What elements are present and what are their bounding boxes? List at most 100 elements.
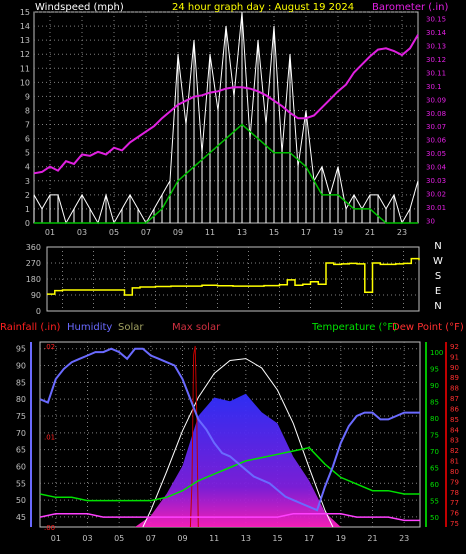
humidity-tick-label: 55 [16,479,26,488]
max-solar-line [142,358,334,528]
wind-tick-label: 11 [20,64,30,73]
compass-label: S [435,271,441,282]
wind-tick-label: 7 [25,121,30,130]
barometer-tick-label: 30.09 [426,96,446,104]
x-tick-label: 21 [365,228,375,237]
dewpoint-legend: Dew Point (°F) [392,322,464,333]
dewpoint-tick-label: 75 [450,520,459,528]
x-tick-label: 17 [301,228,311,237]
climate-marks [39,345,420,528]
humidity-ticks: 45 50 55 60 65 70 75 80 85 90 95 [16,345,26,522]
temperature-ticks: 50 55 60 65 70 75 80 85 90 95 100 [430,349,443,522]
compass-label: E [435,286,441,297]
temperature-tick-label: 85 [430,398,439,406]
temperature-tick-label: 80 [430,415,439,423]
x-tick-label: 15 [269,228,279,237]
barometer-tick-label: 30.14 [426,29,447,37]
x-tick-label: 09 [177,534,187,543]
rainfall-legend: Rainfall (.in) [0,322,61,333]
wind-tick-label: 4 [25,163,30,172]
x-tick-label: 23 [399,534,409,543]
humidity-tick-label: 50 [16,496,26,505]
barometer-tick-label: 30.1 [426,83,442,91]
x-tick-label: 03 [82,534,92,543]
x-tick-label: 13 [237,228,247,237]
x-tick-label: 23 [397,228,407,237]
direction-plot-frame [46,246,420,312]
wind-tick-label: 8 [25,106,30,115]
x-tick-label: 01 [51,534,61,543]
humidity-tick-label: 90 [16,362,26,371]
x-tick-label: 03 [77,228,87,237]
temperature-tick-label: 65 [430,465,439,473]
rain-tick-label: .00 [44,524,55,532]
temperature-tick-label: 60 [430,481,439,489]
dewpoint-tick-label: 91 [450,353,459,361]
dewpoint-tick-label: 85 [450,416,459,424]
climate-panel: Rainfall (.in) Humidity Solar Max solar … [0,322,464,543]
temperature-tick-label: 100 [430,349,443,357]
barometer-tick-label: 30.07 [426,123,446,131]
barometer-tick-label: 30.02 [426,190,446,198]
dewpoint-tick-label: 87 [450,395,459,403]
dewpoint-tick-label: 92 [450,343,459,351]
dewpoint-tick-label: 76 [450,510,459,518]
direction-tick-label: 90 [31,291,41,300]
wind-tick-label: 14 [20,22,30,31]
x-tick-label: 13 [241,534,251,543]
temperature-tick-label: 55 [430,498,439,506]
dewpoint-tick-label: 88 [450,385,459,393]
barometer-tick-label: 30.08 [426,110,446,118]
barometer-tick-label: 30.12 [426,56,446,64]
rain-tick-label: .01 [44,434,55,442]
wind-barometer-panel: Windspeed (mph) 24 hour graph day : Augu… [20,2,449,237]
direction-grid [47,247,419,311]
temperature-tick-label: 50 [430,514,439,522]
compass-label: N [434,301,441,312]
temperature-tick-label: 95 [430,365,439,373]
dewpoint-tick-label: 89 [450,374,459,382]
barometer-tick-label: 30.13 [426,43,446,51]
temperature-tick-label: 75 [430,432,439,440]
wind-marks [33,11,419,225]
dewpoint-tick-label: 82 [450,447,459,455]
wind-tick-label: 3 [25,177,30,186]
humidity-tick-label: 45 [16,513,26,522]
max-solar-legend: Max solar [172,322,221,333]
compass-label: N [434,241,441,252]
humidity-tick-label: 95 [16,345,26,354]
dewpoint-tick-label: 80 [450,468,459,476]
humidity-legend: Humidity [67,322,112,333]
wind-tick-label: 10 [20,78,30,87]
solar-area [135,393,341,527]
barometer-right-ticks: 30 30.01 30.02 30.03 30.04 30.05 30.06 30.07 30.… [426,16,447,226]
humidity-tick-label: 60 [16,462,26,471]
temperature-tick-label: 70 [430,448,439,456]
humidity-tick-label: 70 [16,429,26,438]
wind-tick-label: 6 [25,135,30,144]
dewpoint-ticks: 75 76 77 78 79 80 81 82 83 84 85 86 87 88 89 90 91 92 [450,343,459,528]
humidity-tick-label: 80 [16,395,26,404]
climate-x-ticks: 01 03 05 07 09 11 13 15 17 19 21 23 [51,534,410,543]
x-tick-label: 21 [367,534,377,543]
wind-tick-label: 9 [25,92,30,101]
humidity-tick-label: 75 [16,412,26,421]
wind-tick-label: 5 [25,149,30,158]
x-tick-label: 11 [209,534,219,543]
wind-tick-label: 12 [20,50,30,59]
humidity-tick-label: 65 [16,446,26,455]
barometer-tick-label: 30.05 [426,150,446,158]
x-tick-label: 05 [109,228,119,237]
barometer-tick-label: 30.03 [426,177,446,185]
dewpoint-tick-label: 84 [450,426,459,434]
wind-average-line [34,123,418,224]
barometer-tick-label: 30.06 [426,137,447,145]
dewpoint-tick-label: 77 [450,499,459,507]
rainfall-line [189,345,199,528]
rain-tick-label: .02 [44,343,55,351]
x-tick-label: 19 [336,534,346,543]
